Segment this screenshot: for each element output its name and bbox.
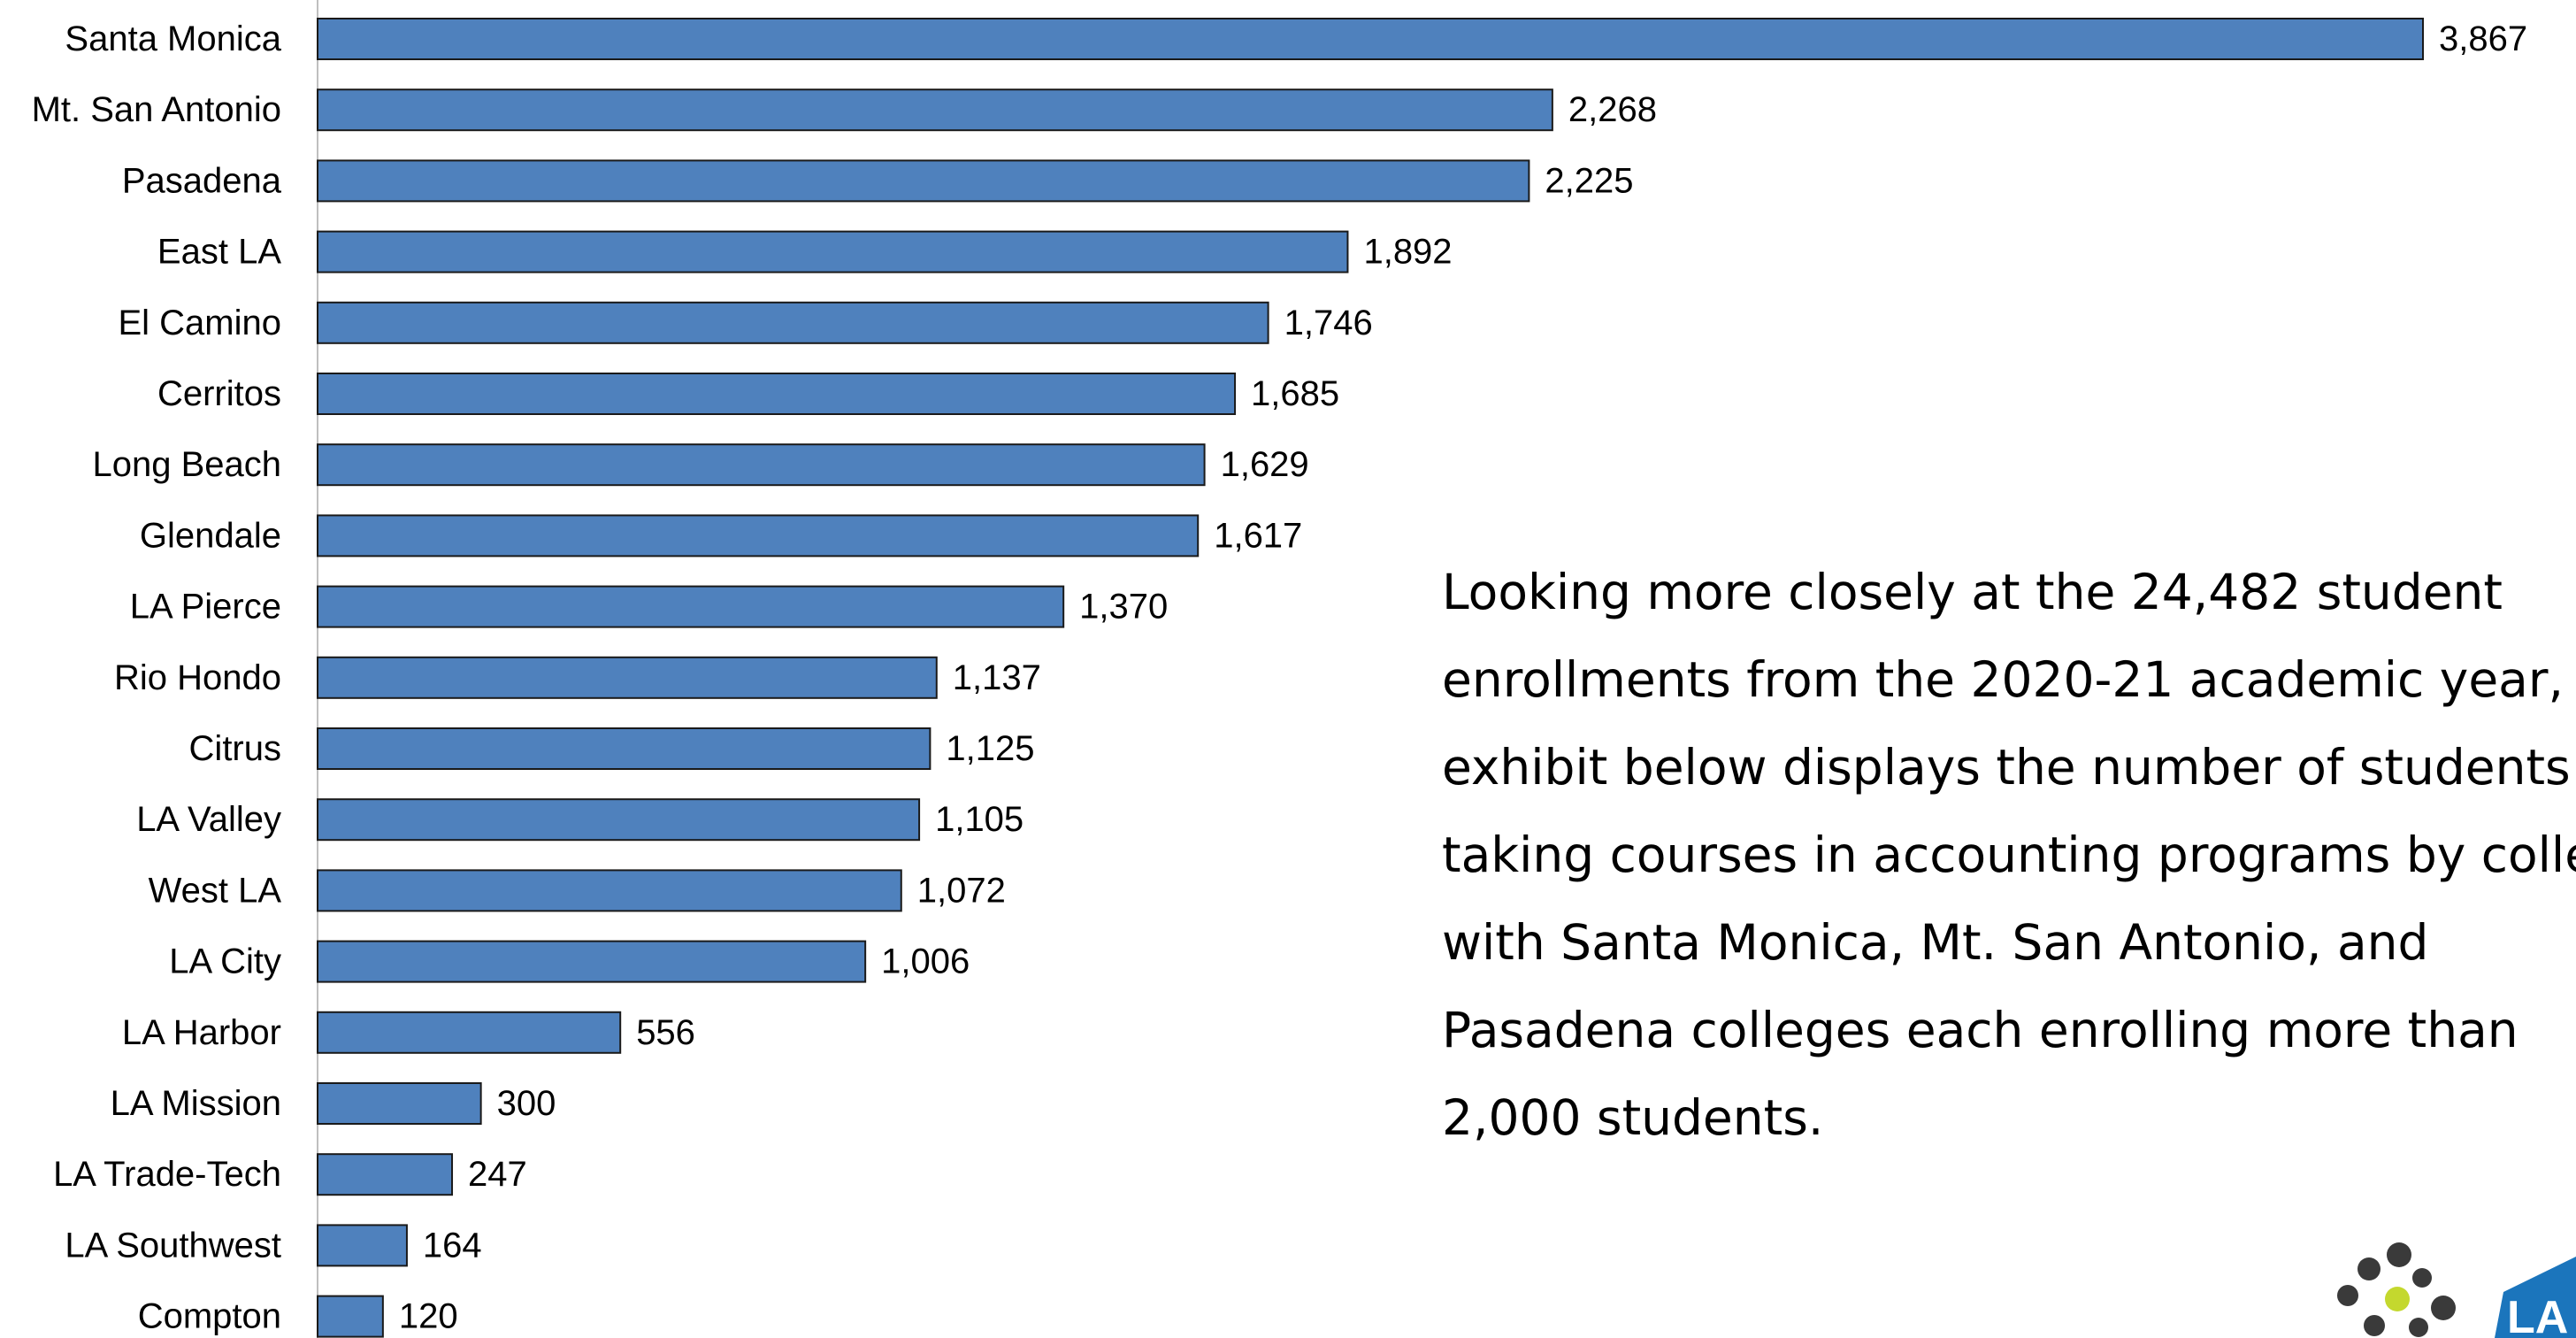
logo-dot [2409,1318,2428,1337]
bar [317,514,1200,558]
value-label: 3,867 [2439,19,2527,58]
bars-group [317,18,2424,1338]
narrative-text: Looking more closely at the 24,482 stude… [1442,564,2576,1146]
bar [317,18,2424,60]
value-label: 2,225 [1545,161,1633,200]
bar [317,443,1206,487]
logo-dot [2431,1296,2456,1320]
category-label: Cerritos [157,374,281,413]
category-label: LA Mission [111,1084,281,1123]
bar [317,940,867,983]
category-label: LA City [169,942,281,981]
logo-mark-text: LA [2507,1292,2568,1338]
value-label: 1,746 [1284,304,1373,342]
value-label: 120 [399,1297,458,1336]
category-label: Rio Hondo [114,658,281,697]
value-label: 247 [468,1155,527,1194]
category-label: LA Valley [136,800,281,839]
category-label: El Camino [118,304,281,342]
category-label: Mt. San Antonio [32,90,281,129]
logo-dot [2364,1315,2385,1336]
category-label: West LA [149,871,282,910]
category-label: Citrus [189,729,281,768]
logo-dots-icon [2337,1242,2456,1337]
category-label: Pasadena [122,161,282,200]
bar [317,1153,454,1196]
value-label: 1,617 [1214,516,1302,555]
bar [317,656,938,699]
value-label: 1,105 [935,800,1024,839]
category-label: LA Harbor [122,1013,281,1052]
logo-mark-shape [2495,1257,2576,1338]
bar [317,798,921,842]
value-label: 2,268 [1568,90,1657,129]
value-label: 1,892 [1363,233,1452,272]
bar [317,1224,408,1267]
category-label: Compton [138,1297,281,1336]
la-logo-mark: LA [2495,1257,2576,1338]
category-label: Long Beach [92,445,281,484]
category-label: Glendale [140,516,281,555]
value-label: 1,370 [1079,588,1168,627]
bar [317,159,1530,203]
value-label: 1,137 [953,658,1041,697]
logo-dot [2337,1285,2358,1306]
value-label: 1,629 [1221,445,1309,484]
category-labels-group: Santa Monica Mt. San Antonio Pasadena East … [32,19,282,1336]
value-label: 556 [636,1013,695,1052]
bar [317,373,1237,415]
category-label: East LA [157,233,281,272]
category-label: LA Pierce [130,588,281,627]
value-label: 1,125 [946,729,1034,768]
bar [317,727,932,770]
value-label: 164 [423,1226,482,1265]
value-labels-group: 3,867 2,268 2,225 1,892 1,746 1,685 1,629 1,617… [399,19,2527,1336]
category-label: LA Southwest [65,1226,281,1265]
logo-accent-dot [2385,1287,2410,1311]
bar [317,88,1553,132]
bar [317,230,1349,273]
logo-dot [2412,1268,2432,1288]
category-label: LA Trade-Tech [53,1155,281,1194]
logo-dot [2387,1242,2411,1267]
bar [317,585,1065,628]
bar [317,301,1269,344]
value-label: 300 [497,1084,556,1123]
logo-dot [2358,1257,2380,1280]
category-label: Santa Monica [65,19,281,58]
bar [317,869,902,912]
value-label: 1,685 [1251,374,1339,413]
bar [317,1011,622,1054]
bar [317,1295,384,1338]
value-label: 1,072 [917,871,1006,910]
bar [317,1082,482,1125]
value-label: 1,006 [881,942,970,981]
